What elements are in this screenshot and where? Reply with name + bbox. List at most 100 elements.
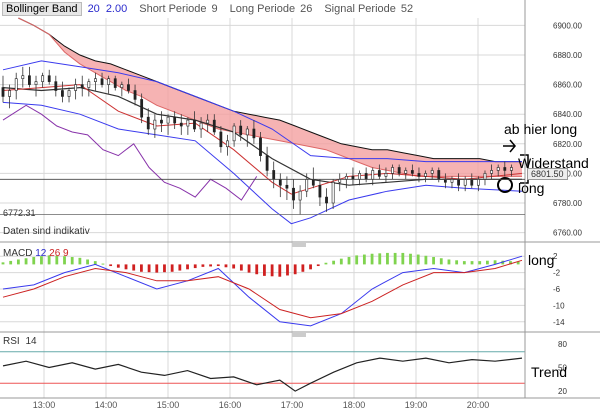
panel-resize-handle xyxy=(292,243,306,247)
candle-body xyxy=(443,179,447,183)
ichimoku-lines xyxy=(2,84,523,201)
candle-body xyxy=(371,170,375,180)
macd-hist-bar xyxy=(439,258,443,265)
macd-hist-bar xyxy=(355,255,359,265)
rsi-panel xyxy=(0,351,525,392)
bb-label-box[interactable]: Bollinger Band xyxy=(2,2,82,16)
rsi-line xyxy=(2,357,523,392)
macd-name: MACD xyxy=(3,248,33,259)
macd-hist-bar xyxy=(55,255,59,265)
candle-body xyxy=(186,119,190,127)
candle-body xyxy=(305,179,309,192)
x-tick-label: 14:00 xyxy=(95,400,118,410)
short-periode-value: 9 xyxy=(211,3,218,15)
short-periode-label: Short Periode xyxy=(139,3,207,15)
bb-stddev: 2.00 xyxy=(105,3,128,15)
candle-body xyxy=(509,167,513,171)
macd-hist-bar xyxy=(70,257,74,265)
signal-periode-value: 52 xyxy=(400,3,414,15)
tenkan-line xyxy=(2,84,523,195)
candle-body xyxy=(67,90,71,97)
bb-period: 20 xyxy=(87,3,100,15)
candle-body xyxy=(483,173,487,180)
macd-hist-bar xyxy=(278,264,282,277)
macd-hist-bar xyxy=(9,260,13,265)
candle-body xyxy=(377,170,381,177)
candle-body xyxy=(410,170,414,174)
candle-body xyxy=(21,75,25,79)
macd-hist-bar xyxy=(209,264,212,267)
senkou-b-line xyxy=(18,17,522,177)
macd-hist-bar xyxy=(447,259,451,265)
candle-body xyxy=(311,179,315,186)
senkou-a-line xyxy=(18,17,522,163)
bollinger-bands xyxy=(2,60,523,225)
candle-body xyxy=(47,75,51,82)
candle-body xyxy=(199,122,203,130)
macd-panel xyxy=(1,252,523,327)
macd-hist-bar xyxy=(224,264,228,268)
y-tick-label: -10 xyxy=(553,301,565,310)
macd-hist-bar xyxy=(493,260,497,265)
macd-hist-bar xyxy=(101,263,105,265)
macd-hist-bar xyxy=(247,264,251,273)
macd-hist-bar xyxy=(178,264,182,271)
low-price-label: 6772.31 xyxy=(3,208,36,218)
macd-hist-bar xyxy=(339,258,343,265)
cloud-fill xyxy=(18,18,523,177)
annotation-long-price: long xyxy=(518,180,545,196)
candle-body xyxy=(212,119,216,133)
panel-resize-handle xyxy=(292,333,306,337)
macd-hist-bar xyxy=(316,264,320,267)
macd-hist-bar xyxy=(324,262,328,265)
candle-body xyxy=(34,81,38,85)
y-tick-label: 6820.00 xyxy=(553,140,582,149)
y-tick-label: 6860.00 xyxy=(553,81,582,90)
macd-hist-bar xyxy=(116,264,120,268)
candle-body xyxy=(364,173,368,180)
x-tick-label: 13:00 xyxy=(33,400,56,410)
macd-p3: 9 xyxy=(63,248,69,259)
macd-hist-bar xyxy=(462,261,466,265)
macd-hist-bar xyxy=(347,257,351,265)
candle-body xyxy=(496,167,500,171)
candle-body xyxy=(226,140,229,148)
macd-hist-bar xyxy=(201,264,205,267)
rsi-name: RSI xyxy=(3,336,20,347)
x-tick-label: 16:00 xyxy=(219,400,242,410)
candle-body xyxy=(463,179,467,186)
macd-hist-bar xyxy=(301,264,305,272)
candle-body xyxy=(14,78,18,91)
candle-body xyxy=(239,125,243,136)
candle-body xyxy=(193,119,196,130)
y-tick-label: -6 xyxy=(553,285,561,294)
macd-hist-bar xyxy=(516,261,520,265)
candle-body xyxy=(120,84,124,88)
candle-body xyxy=(80,84,84,88)
macd-hist-bar xyxy=(47,255,51,265)
candle-body xyxy=(140,99,144,118)
candle-body xyxy=(219,131,223,148)
long-periode-value: 26 xyxy=(300,3,313,15)
signal-periode-label: Signal Periode xyxy=(324,3,396,15)
macd-hist-bar xyxy=(78,257,82,265)
x-tick-label: 15:00 xyxy=(157,400,180,410)
macd-hist-bar xyxy=(509,261,512,265)
candle-body xyxy=(278,179,282,186)
macd-hist-bar xyxy=(163,264,166,273)
x-tick-label: 19:00 xyxy=(405,400,428,410)
candle-body xyxy=(206,119,210,124)
macd-p2: 26 xyxy=(49,248,61,259)
candle-body xyxy=(127,84,130,91)
indicator-header: Bollinger Band 20 2.00 Short Periode 9 L… xyxy=(0,0,413,18)
macd-hist-bar xyxy=(32,257,36,265)
macd-label: MACD 12 26 9 xyxy=(3,248,69,259)
x-tick-label: 20:00 xyxy=(467,400,490,410)
candle-body xyxy=(8,90,12,97)
candle-body xyxy=(318,184,322,198)
annotation-trend: Trend xyxy=(531,364,568,380)
candle-body xyxy=(331,181,335,204)
macd-hist-bar xyxy=(40,256,43,265)
